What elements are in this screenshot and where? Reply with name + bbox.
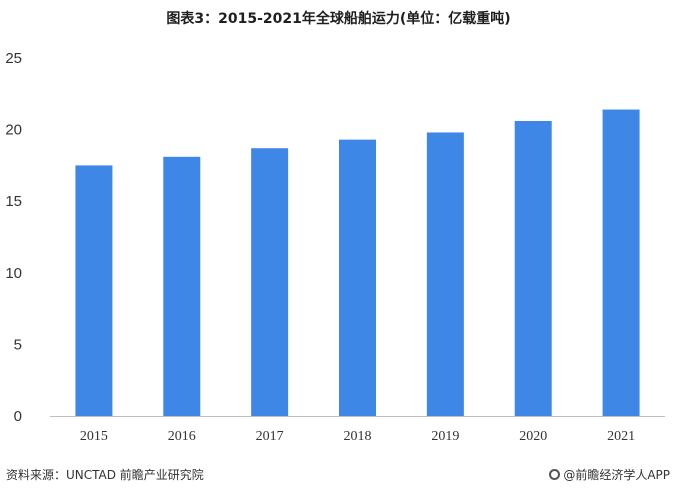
brand-logo-icon — [549, 469, 561, 480]
x-tick-label: 2017 — [256, 429, 284, 444]
y-tick-label: 25 — [5, 50, 22, 67]
brand-credit: @前瞻经济学人APP — [549, 466, 670, 483]
bar — [426, 132, 464, 417]
y-tick-label: 5 — [14, 336, 22, 353]
x-axis: 2015 2016 2017 2018 2019 2020 2021 — [80, 429, 635, 444]
chart-title: 图表3：2015-2021年全球船舶运力(单位：亿载重吨) — [166, 11, 511, 27]
y-tick-label: 0 — [14, 408, 22, 425]
x-tick-label: 2020 — [519, 429, 547, 444]
bar — [251, 148, 289, 416]
y-axis: 0 5 10 15 20 25 — [5, 50, 22, 425]
brand-label: @前瞻经济学人APP — [563, 468, 670, 482]
bar-series — [75, 109, 640, 417]
x-tick-label: 2015 — [80, 429, 108, 444]
bar — [339, 139, 376, 416]
x-tick-label: 2019 — [431, 429, 459, 444]
bar — [514, 121, 552, 417]
bar — [75, 165, 113, 416]
bar — [602, 109, 640, 416]
footer: 资料来源：UNCTAD 前瞻产业研究院 @前瞻经济学人APP — [6, 466, 670, 486]
x-tick-label: 2018 — [344, 429, 372, 444]
x-tick-label: 2016 — [168, 429, 196, 444]
y-tick-label: 10 — [5, 265, 22, 282]
y-tick-label: 15 — [5, 193, 22, 210]
source-note: 资料来源：UNCTAD 前瞻产业研究院 — [6, 468, 204, 482]
y-tick-label: 20 — [5, 122, 22, 139]
bar-chart: 0 5 10 15 20 25 2015 2016 2017 2018 2019 2020 2021 — [5, 50, 665, 444]
bar — [163, 156, 201, 417]
x-tick-label: 2021 — [607, 429, 635, 444]
